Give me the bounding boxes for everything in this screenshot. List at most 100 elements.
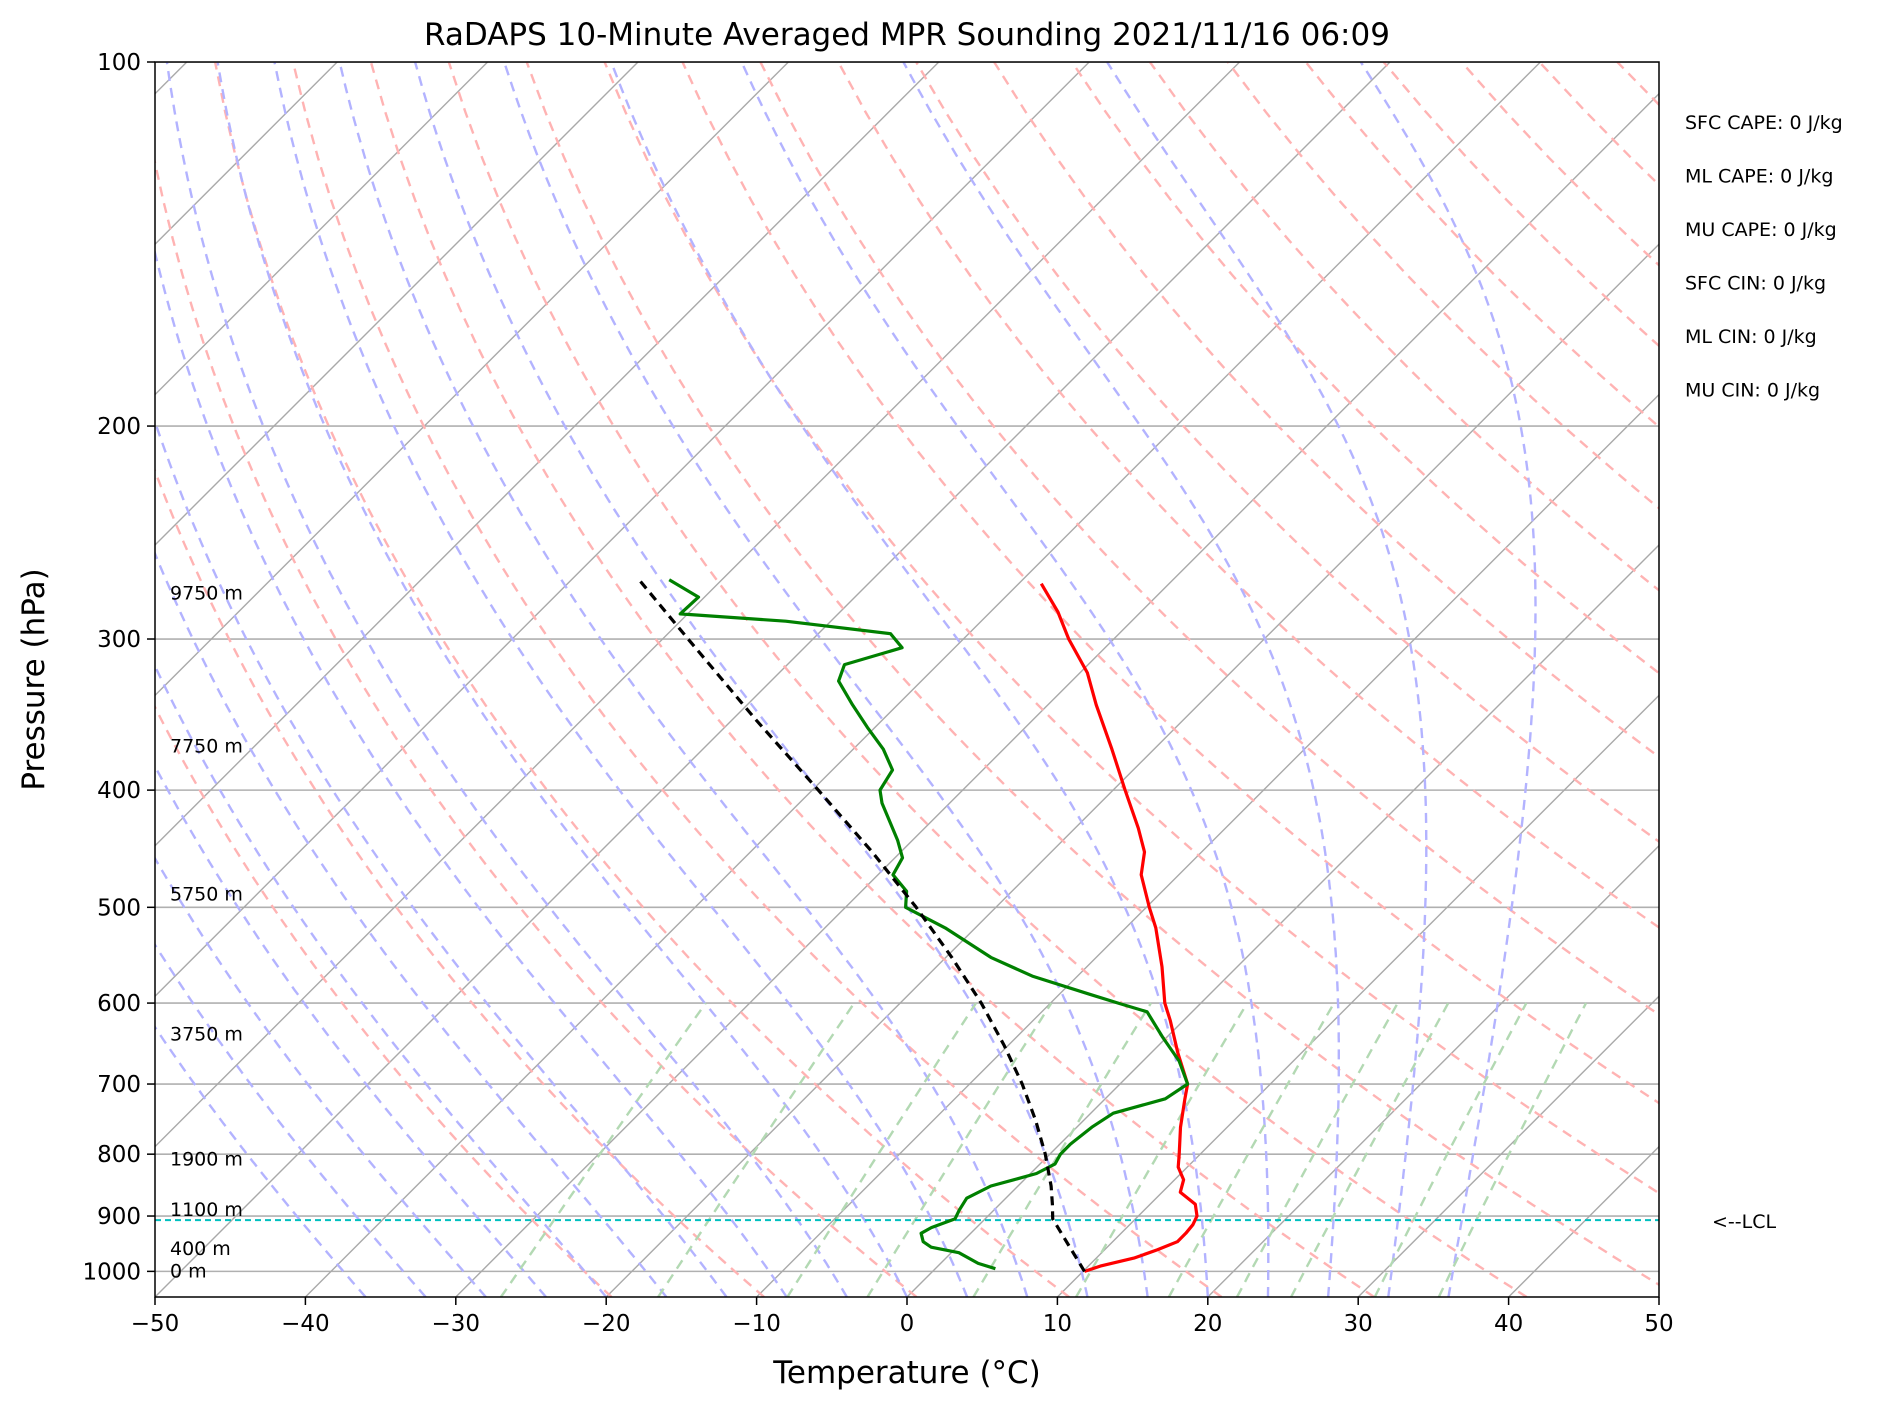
- height-label: 9750 m: [170, 582, 243, 604]
- y-tick-label: 400: [97, 778, 141, 804]
- moist-adiabat-line: [1106, 62, 1428, 1297]
- moist-adiabat-line: [338, 62, 1029, 1297]
- y-axis: 100 200 300 400 500 600 700 800 900 1000: [82, 50, 155, 1285]
- moist-adiabat-line: [155, 663, 608, 1297]
- dry-adiabat-line: [1071, 62, 1659, 675]
- dewpoint-line: [668, 578, 1190, 1271]
- height-label: 0 m: [170, 1260, 207, 1282]
- dry-adiabat-line: [447, 62, 1528, 1297]
- mixing-ratio-line: [866, 1002, 1053, 1297]
- x-axis-label: Temperature (°C): [772, 1355, 1041, 1391]
- isotherm-line: [155, 62, 639, 546]
- isotherm-line: [155, 62, 1090, 998]
- moist-adiabat-line: [273, 62, 969, 1297]
- isotherm-line: [1809, 62, 1882, 1297]
- y-tick-label: 200: [97, 414, 141, 440]
- dry-adiabat-line: [1538, 62, 1659, 187]
- plot-area: [154, 61, 1882, 1298]
- y-tick-label: 700: [97, 1072, 141, 1098]
- mixing-ratio-line: [657, 1002, 856, 1297]
- x-tick-label: −50: [131, 1311, 180, 1337]
- parcel-line: [637, 578, 1086, 1273]
- dry-adiabat-line: [525, 62, 1659, 1287]
- x-axis: −50 −40 −30 −20 −10 0 10 20 30 40 50: [131, 1297, 1674, 1337]
- height-label: 7750 m: [170, 735, 243, 757]
- x-tick-label: −40: [281, 1311, 330, 1337]
- stat-item: MU CIN: 0 J/kg: [1685, 380, 1820, 402]
- background-lines: [155, 62, 1882, 1297]
- dry-adiabat-line: [1616, 62, 1659, 107]
- dry-adiabat-line: [155, 157, 918, 1297]
- mixing-ratio-line: [1373, 1002, 1528, 1297]
- mixing-ratio-line: [1235, 1002, 1399, 1297]
- x-tick-label: 10: [1043, 1311, 1072, 1337]
- x-tick-label: −20: [582, 1311, 631, 1337]
- x-tick-label: 20: [1193, 1311, 1222, 1337]
- mixing-ratio-line: [786, 1002, 978, 1297]
- y-tick-label: 300: [97, 627, 141, 653]
- isotherm-line: [906, 544, 1659, 1297]
- mixing-ratio-line: [499, 1002, 707, 1297]
- moist-adiabat-line: [155, 856, 487, 1297]
- isotherm-line: [1508, 1145, 1659, 1297]
- dry-adiabat-line: [1773, 62, 1882, 1297]
- y-tick-label: 900: [97, 1204, 141, 1230]
- stat-item: ML CIN: 0 J/kg: [1685, 326, 1817, 348]
- dry-adiabat-line: [993, 62, 1659, 759]
- lcl-label: <--LCL: [1712, 1211, 1776, 1233]
- isotherm-line: [155, 62, 489, 396]
- moist-adiabat-line: [155, 418, 728, 1297]
- isotherm-line: [1357, 995, 1659, 1297]
- x-tick-label: −10: [732, 1311, 781, 1337]
- dry-adiabat-line: [837, 62, 1659, 929]
- isotherm-line: [155, 62, 1391, 1297]
- isotherm-line: [1207, 844, 1659, 1297]
- y-tick-label: 1000: [82, 1259, 141, 1285]
- mixing-ratio-line: [972, 1002, 1152, 1297]
- isotherm-line: [455, 92, 1659, 1297]
- x-tick-label: 40: [1494, 1311, 1523, 1337]
- isotherm-line: [756, 393, 1659, 1297]
- dry-adiabat-line: [681, 62, 1659, 1105]
- chart-title: RaDAPS 10-Minute Averaged MPR Sounding 2…: [424, 17, 1390, 53]
- moist-adiabat-line: [1359, 62, 1537, 1297]
- stat-item: MU CAPE: 0 J/kg: [1685, 219, 1837, 241]
- height-label: 1900 m: [170, 1148, 243, 1170]
- y-tick-label: 800: [97, 1142, 141, 1168]
- moist-adiabat-line: [165, 62, 848, 1297]
- moist-adiabat-line: [155, 247, 788, 1297]
- dry-adiabat-line: [1148, 62, 1659, 592]
- mixing-ratio-line: [1167, 1002, 1336, 1297]
- stat-item: ML CAPE: 0 J/kg: [1685, 166, 1833, 188]
- x-tick-label: 0: [900, 1311, 915, 1337]
- y-tick-label: 100: [97, 50, 141, 76]
- mixing-ratio-line: [1290, 1002, 1450, 1297]
- dry-adiabat-line: [1382, 62, 1659, 348]
- isotherm-line: [155, 62, 940, 847]
- height-label: 5750 m: [170, 884, 243, 906]
- plot-frame: [154, 61, 1660, 1298]
- isotherm-line: [155, 62, 1241, 1148]
- temperature-line: [1039, 582, 1199, 1273]
- moist-adiabat-line: [503, 62, 1149, 1297]
- stat-item: SFC CAPE: 0 J/kg: [1685, 112, 1843, 134]
- y-tick-label: 500: [97, 895, 141, 921]
- isotherm-line: [605, 243, 1659, 1297]
- isotherm-line: [304, 62, 1541, 1297]
- moist-adiabat-line: [155, 763, 547, 1297]
- moist-adiabat-line: [740, 62, 1270, 1297]
- x-tick-label: 50: [1644, 1311, 1673, 1337]
- dry-adiabat-line: [759, 62, 1659, 1017]
- moist-adiabat-line: [155, 1025, 367, 1297]
- stats-panel: SFC CAPE: 0 J/kg ML CAPE: 0 J/kg MU CAPE: …: [1685, 112, 1843, 402]
- mixing-ratio-line: [1437, 1002, 1588, 1297]
- moist-adiabat-line: [413, 62, 1089, 1297]
- x-tick-label: 30: [1344, 1311, 1373, 1337]
- stat-item: SFC CIN: 0 J/kg: [1685, 273, 1826, 295]
- dry-adiabat-line: [915, 62, 1659, 844]
- series-lines: [155, 578, 1659, 1273]
- isotherm-line: [1658, 1296, 1659, 1297]
- y-tick-label: 600: [97, 991, 141, 1017]
